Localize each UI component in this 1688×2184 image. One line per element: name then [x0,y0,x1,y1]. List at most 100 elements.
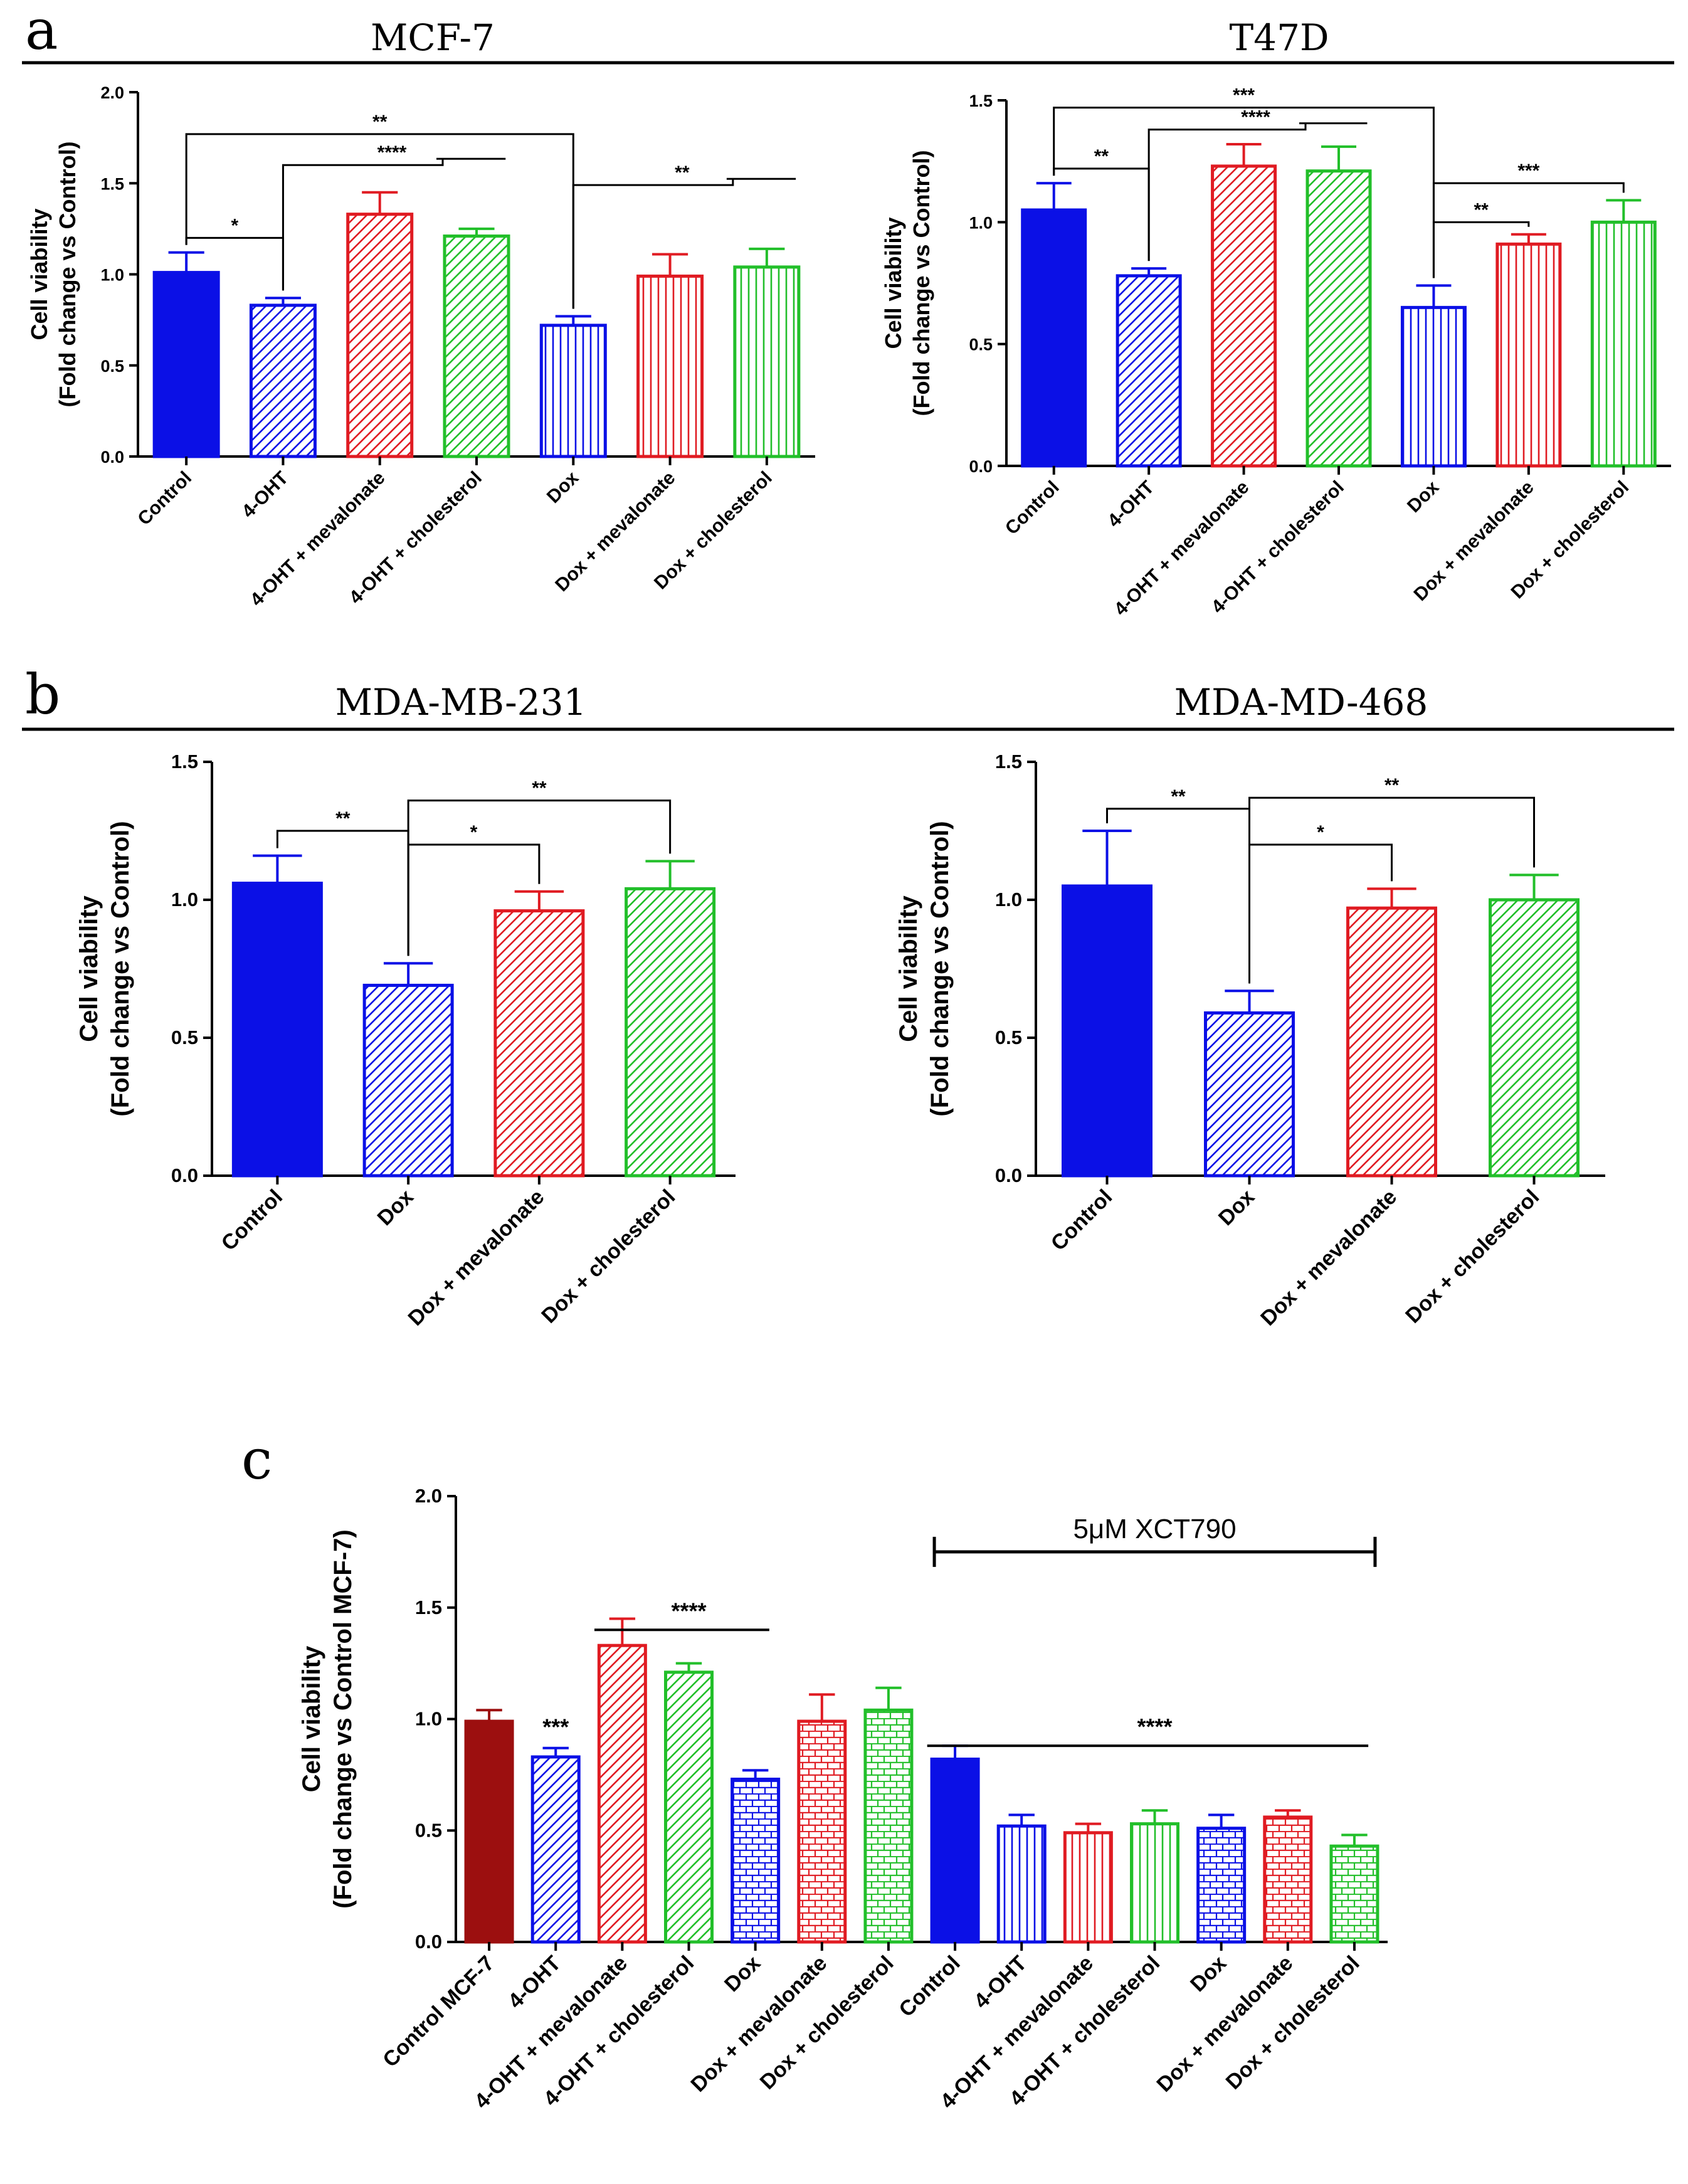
significance-label: ** [1385,775,1400,796]
condition-bracket-label: 5μM XCT790 [1073,1514,1236,1544]
bar [797,1719,847,1944]
bar [1063,1831,1113,1944]
significance-label: ** [1171,786,1186,807]
chart-mcf7: MCF-7 Cell viability (Fold change vs Contr… [26,16,815,610]
significance-label: ** [1094,146,1109,167]
significance-label: ** [532,778,547,799]
significance-bracket [1147,123,1307,261]
chart-title: MDA-MD-468 [1174,681,1428,724]
x-tick-label: Dox [1214,1185,1259,1230]
bar [493,909,585,1178]
chart-xct790: Cell viability (Fold change vs Control MC… [298,1485,1388,2113]
x-tick-label: Dox + cholesterol [537,1185,680,1328]
bar [231,882,323,1178]
bar [1211,164,1277,468]
y-tick-label: 0.5 [171,1026,198,1048]
x-tick-label: 4-OHT [504,1951,566,2013]
significance-label: **** [671,1598,706,1623]
bar [152,271,220,458]
significance-label: * [231,215,238,236]
y-tick-label: 1.5 [995,751,1022,773]
x-tick-label: Dox [720,1951,765,1997]
y-axis-label: (Fold change vs Control MCF-7) [329,1529,357,1908]
bar [636,274,704,458]
significance-label: **** [1241,107,1270,128]
x-tick-label: Dox + mevalonate [1256,1185,1401,1331]
x-tick-label: Control [1001,477,1063,539]
y-axis-label: Cell viability [880,217,906,349]
bar [1062,884,1153,1178]
chart-mdamd468: MDA-MD-468 Cell viability (Fold change vs … [895,681,1605,1331]
bar [597,1643,647,1944]
y-tick-label: 1.0 [969,213,993,232]
bar [1489,898,1580,1178]
significance-label: * [1317,822,1324,843]
bar [930,1757,980,1944]
y-tick-label: 0.5 [995,1026,1022,1048]
panel-letter-a: a [25,0,58,62]
bar [996,1824,1047,1944]
x-tick-label: Control MCF-7 [378,1951,498,2072]
significance-label: * [470,822,478,843]
significance-bracket [407,799,672,956]
significance-label: **** [1137,1714,1172,1739]
bar [664,1670,714,1944]
bar [1495,242,1562,468]
bar [443,234,510,458]
bar [733,265,801,458]
bar [1329,1844,1379,1944]
bar [530,1755,581,1944]
y-axis-label: (Fold change vs Control) [926,821,954,1116]
bar [346,213,414,458]
y-tick-label: 0.5 [100,357,124,376]
significance-label: *** [1517,161,1539,181]
chart-mdamb231: MDA-MB-231 Cell viability (Fold change vs … [75,681,736,1331]
significance-label: **** [377,142,407,163]
y-tick-label: 1.5 [415,1596,442,1618]
y-axis-label: Cell viability [298,1645,325,1792]
significance-label: ** [372,112,388,132]
significance-label: *** [542,1714,569,1739]
x-tick-label: Control [894,1951,964,2022]
bar [1130,1822,1179,1944]
bar [625,887,716,1178]
bar [1400,305,1467,468]
y-tick-label: 0.0 [995,1164,1022,1186]
y-tick-label: 0.5 [415,1819,442,1841]
significance-label: ** [1474,199,1489,220]
y-axis-label: Cell viability [895,895,922,1042]
y-tick-label: 1.5 [100,174,124,193]
x-tick-label: Control [217,1185,287,1255]
y-tick-label: 1.0 [171,889,198,910]
significance-bracket [1248,796,1535,984]
y-tick-label: 1.5 [171,751,198,773]
bar [539,324,607,458]
chart-title: MCF-7 [371,16,495,59]
y-tick-label: 2.0 [100,83,124,102]
chart-title: MDA-MB-231 [335,681,587,724]
y-tick-label: 0.0 [969,457,993,476]
y-tick-label: 1.0 [100,266,124,285]
significance-bracket [572,179,734,309]
x-tick-label: Dox [1403,477,1443,517]
y-tick-label: 0.0 [171,1164,198,1186]
bar [863,1708,914,1944]
x-tick-label: 4-OHT [969,1951,1031,2013]
y-tick-label: 1.5 [969,92,993,110]
x-tick-label: Dox [543,467,583,507]
y-axis-label: Cell viability [75,895,103,1042]
x-tick-label: Dox + cholesterol [1401,1185,1544,1328]
y-tick-label: 0.0 [415,1931,442,1953]
y-tick-label: 1.0 [415,1708,442,1730]
bar [1263,1815,1313,1944]
significance-bracket [282,159,444,291]
x-tick-label: 4-OHT [1104,477,1158,532]
bar [731,1777,781,1944]
y-axis-label: (Fold change vs Control) [107,821,134,1116]
significance-bracket [1432,182,1625,278]
bar [362,983,454,1178]
x-tick-label: 4-OHT [238,468,292,522]
y-tick-label: 0.0 [100,448,124,467]
bar [1590,220,1657,468]
bar [1346,906,1437,1178]
